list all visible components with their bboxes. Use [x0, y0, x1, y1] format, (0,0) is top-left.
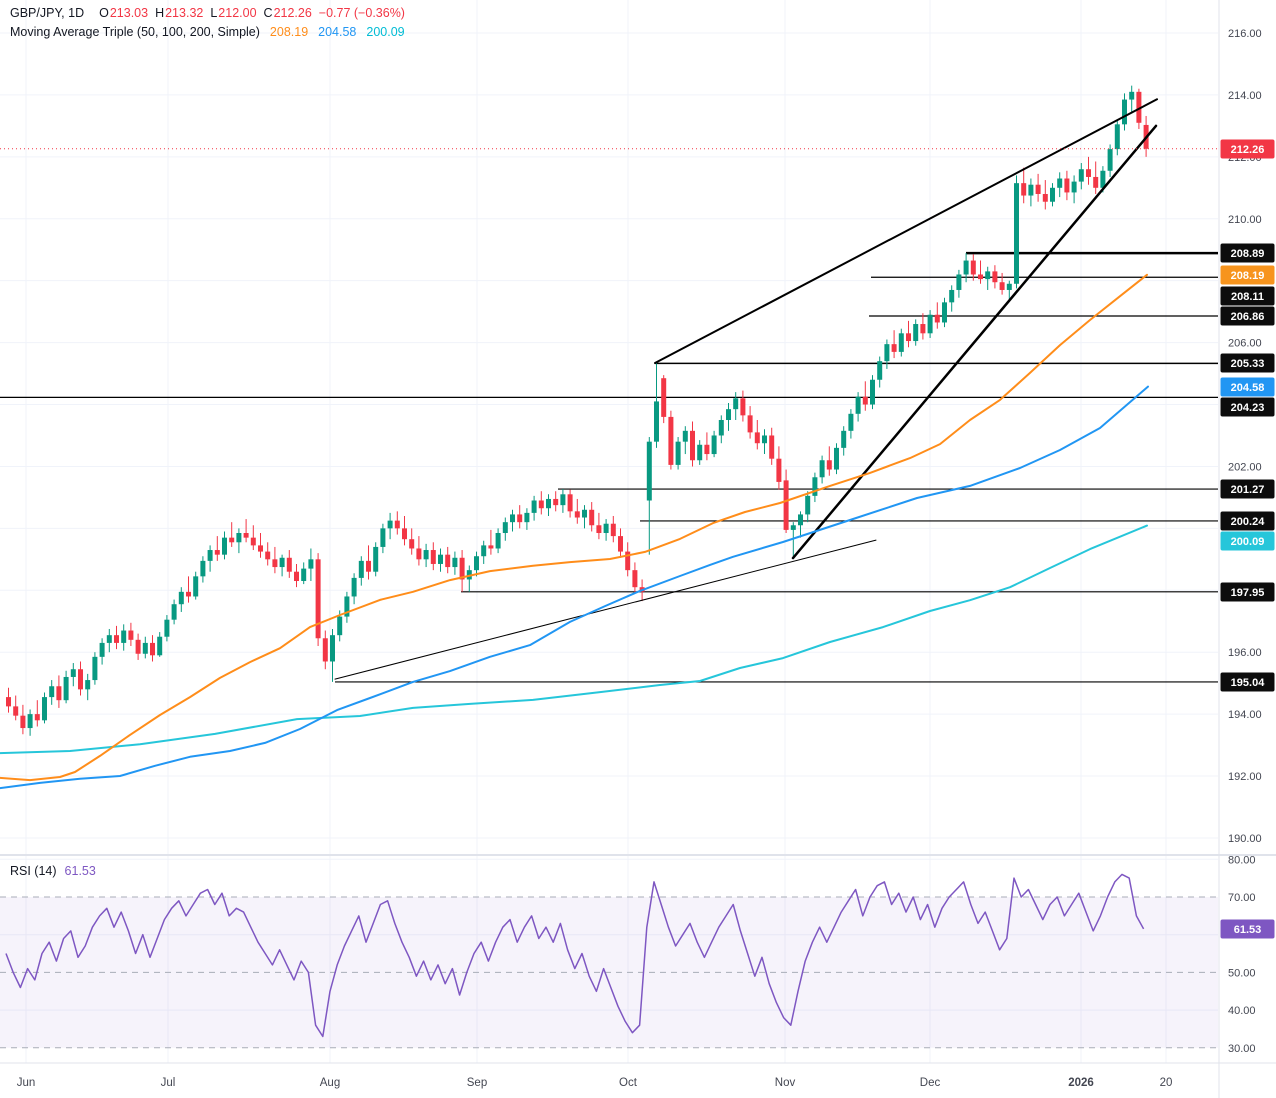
price-badge-text: 208.11 — [1231, 291, 1264, 303]
price-badge — [1220, 243, 1275, 263]
price-axis-label: 194.00 — [1228, 709, 1262, 721]
price-badge — [1220, 531, 1275, 551]
time-axis-label: Jun — [17, 1077, 36, 1089]
price-badge-text: 208.89 — [1231, 248, 1265, 260]
trend-line[interactable] — [334, 539, 877, 680]
price-badge-text: 195.04 — [1231, 677, 1266, 689]
rsi-indicator-legend[interactable]: RSI (14) 61.53 — [10, 864, 96, 878]
price-badge — [1220, 511, 1275, 531]
low-label: L — [210, 6, 218, 20]
rsi-band — [0, 896, 1218, 1049]
rsi-axis-label: 40.00 — [1228, 1005, 1256, 1017]
price-axis-label: 202.00 — [1228, 461, 1262, 473]
price-axis-label: 206.00 — [1228, 338, 1262, 350]
ma100-line[interactable] — [0, 385, 1149, 790]
ma50-line[interactable] — [0, 273, 1148, 782]
trend-lines[interactable] — [334, 98, 1158, 680]
price-badge — [1220, 582, 1275, 602]
time-axis-label: 2026 — [1068, 1077, 1094, 1089]
price-axis-label: 196.00 — [1228, 647, 1262, 659]
time-axis-label: Nov — [775, 1077, 796, 1089]
rsi-axis-label: 80.00 — [1228, 854, 1256, 866]
price-axis-label: 214.00 — [1228, 90, 1262, 102]
open-label: O — [99, 6, 109, 20]
close-label: C — [263, 6, 273, 20]
grid-lines — [0, 0, 1218, 1063]
price-badge-text: 61.53 — [1234, 924, 1262, 936]
price-badge-text: 200.09 — [1231, 536, 1265, 548]
price-badge — [1220, 672, 1275, 692]
rsi-axis-label: 50.00 — [1228, 967, 1256, 979]
time-axis[interactable]: Jun Jul Aug Sep Oct Nov Dec 2026 20 — [17, 1077, 1173, 1089]
trend-line[interactable] — [791, 124, 1158, 560]
price-badge — [1220, 919, 1275, 939]
price-badge — [1220, 479, 1275, 499]
price-badge-text: 197.95 — [1231, 587, 1265, 599]
price-axis-label: 192.00 — [1228, 771, 1262, 783]
rsi-axis-label: 30.00 — [1228, 1043, 1256, 1055]
high-label: H — [155, 6, 165, 20]
symbol-legend[interactable]: GBP/JPY, 1D O213.03 H213.32 L212.00 C212.26−… — [10, 6, 405, 20]
price-badge-text: 204.23 — [1231, 402, 1265, 414]
time-axis-label: Sep — [467, 1077, 487, 1089]
price-badges: 212.26 208.89 208.19 208.11 206.86 205.33 204.… — [1220, 139, 1275, 939]
ma-indicator-title[interactable]: Moving Average Triple (50, 100, 200, Sim… — [10, 25, 260, 39]
price-axis-label: 190.00 — [1228, 833, 1262, 845]
time-axis-label: Jul — [161, 1077, 176, 1089]
price-badge — [1220, 265, 1275, 285]
price-axis-label: 216.00 — [1228, 28, 1262, 40]
ma100-value: 204.58 — [318, 25, 357, 39]
price-badge-text: 208.19 — [1231, 270, 1265, 282]
price-badge — [1220, 306, 1275, 326]
ma200-line[interactable] — [0, 524, 1148, 755]
horizontal-ray-lines[interactable] — [0, 251, 1218, 683]
change-value: −0.77 (−0.36%) — [318, 6, 405, 20]
rsi-indicator-title[interactable]: RSI (14) — [10, 864, 57, 878]
time-axis-label: Aug — [320, 1077, 340, 1089]
trend-line[interactable] — [654, 98, 1158, 365]
price-badge-text: 206.86 — [1231, 311, 1265, 323]
price-badge-text: 200.24 — [1231, 516, 1266, 528]
price-badge-text: 205.33 — [1231, 358, 1265, 370]
price-badge — [1220, 139, 1275, 159]
price-badge-text: 201.27 — [1231, 484, 1265, 496]
price-badge-text: 212.26 — [1231, 144, 1265, 156]
price-badge — [1220, 397, 1275, 417]
price-badge — [1220, 353, 1275, 373]
time-axis-label: Dec — [920, 1077, 941, 1089]
price-badge-text: 204.58 — [1231, 382, 1265, 394]
rsi-value: 61.53 — [64, 864, 96, 878]
time-axis-label: Oct — [619, 1077, 638, 1089]
candles-series — [6, 85, 1149, 736]
high-value: 213.32 — [165, 6, 204, 20]
open-value: 213.03 — [109, 6, 149, 20]
rsi-line[interactable] — [5, 873, 1145, 1038]
ma200-value: 200.09 — [366, 25, 405, 39]
ma50-value: 208.19 — [269, 25, 309, 39]
price-axis-label: 210.00 — [1228, 214, 1262, 226]
symbol-title[interactable]: GBP/JPY, 1D — [10, 6, 85, 20]
price-badge — [1220, 377, 1275, 397]
price-badge — [1220, 286, 1275, 306]
low-value: 212.00 — [218, 6, 257, 20]
time-axis-label: 20 — [1160, 1077, 1173, 1089]
rsi-axis-label: 70.00 — [1228, 892, 1256, 904]
ma-indicator-legend[interactable]: Moving Average Triple (50, 100, 200, Sim… — [10, 25, 405, 39]
close-value: 212.26 — [273, 6, 312, 20]
